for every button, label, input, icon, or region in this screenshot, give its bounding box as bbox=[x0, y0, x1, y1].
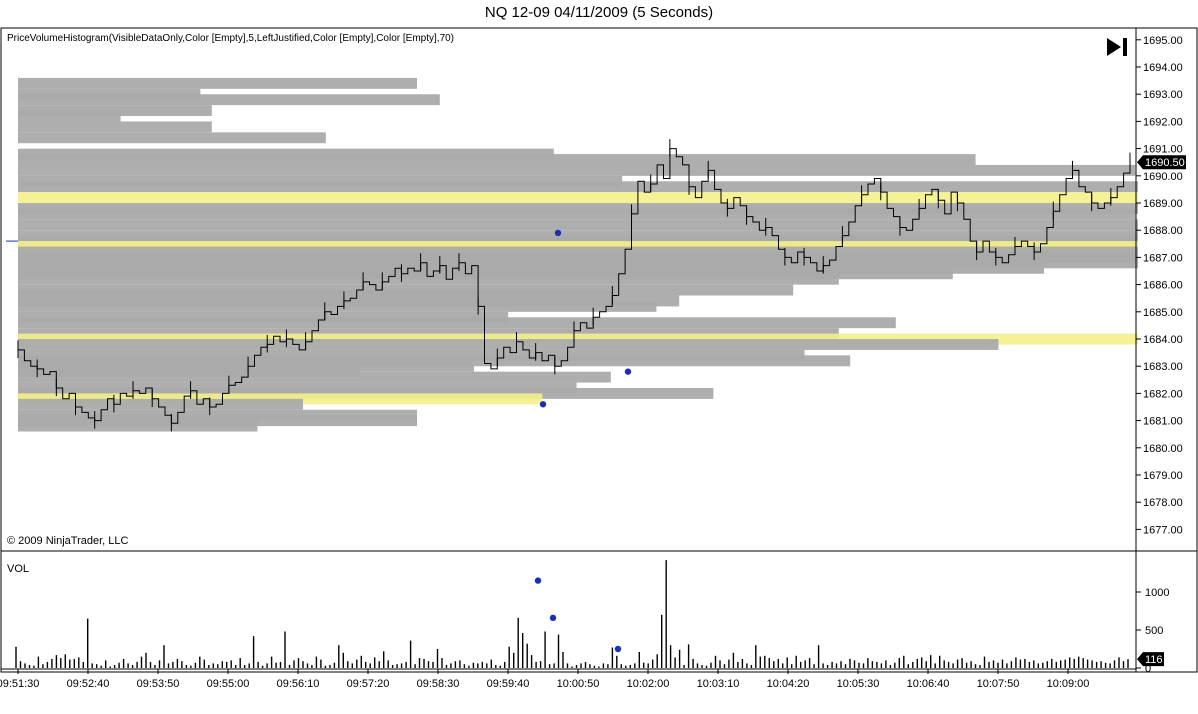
chart-frame bbox=[0, 27, 1198, 673]
price-tick-label: 1682.00 bbox=[1143, 388, 1183, 400]
volume-marker bbox=[534, 577, 542, 584]
time-tick-label: 09:56:10 bbox=[277, 678, 320, 690]
histogram-bar bbox=[18, 273, 839, 285]
time-tick-label: 09:59:40 bbox=[487, 678, 530, 690]
price-series bbox=[17, 139, 1131, 432]
time-tick-label: 10:03:10 bbox=[697, 678, 740, 690]
histogram-bar bbox=[18, 192, 1138, 204]
price-tick-label: 1689.00 bbox=[1143, 198, 1183, 210]
histogram-bar bbox=[18, 94, 440, 106]
histogram-bar bbox=[18, 219, 1138, 231]
time-tick-label: 10:04:20 bbox=[767, 678, 810, 690]
price-tick-label: 1687.00 bbox=[1143, 252, 1183, 264]
time-tick-label: 10:02:00 bbox=[627, 678, 670, 690]
histogram-bar bbox=[18, 132, 326, 144]
price-tick-label: 1691.00 bbox=[1143, 144, 1183, 156]
signal-marker bbox=[624, 368, 632, 375]
time-tick-label: 09:53:50 bbox=[137, 678, 180, 690]
last-price-tag bbox=[1137, 155, 1186, 170]
price-tick-label: 1693.00 bbox=[1143, 89, 1183, 101]
volume-tick-label: 500 bbox=[1145, 625, 1163, 637]
skip-to-end-icon bbox=[1107, 38, 1127, 56]
last-volume-tag bbox=[1137, 652, 1164, 667]
histogram-bar bbox=[18, 181, 1138, 193]
time-tick-label: 09:51:30 bbox=[0, 678, 39, 690]
price-tick-label: 1685.00 bbox=[1143, 307, 1183, 319]
histogram-bar bbox=[18, 121, 212, 133]
histogram-bar bbox=[18, 208, 1136, 220]
price-tick-label: 1683.00 bbox=[1143, 361, 1183, 373]
signal-marker bbox=[539, 401, 547, 408]
copyright-label: © 2009 NinjaTrader, LLC bbox=[7, 535, 129, 547]
time-tick-label: 10:07:50 bbox=[977, 678, 1020, 690]
price-tick-label: 1690.00 bbox=[1143, 171, 1183, 183]
time-tick-label: 09:57:20 bbox=[347, 678, 390, 690]
time-tick-label: 09:58:30 bbox=[417, 678, 460, 690]
time-tick-label: 10:00:50 bbox=[557, 678, 600, 690]
chart-border bbox=[0, 27, 1198, 673]
price-tick-label: 1688.00 bbox=[1143, 225, 1183, 237]
time-tick-label: 10:06:40 bbox=[907, 678, 950, 690]
price-tick-label: 1679.00 bbox=[1143, 470, 1183, 482]
last-price-label: 1690.50 bbox=[1145, 157, 1185, 169]
price-tick-label: 1694.00 bbox=[1143, 62, 1183, 74]
price-volume-histogram bbox=[6, 77, 1138, 432]
price-tick-label: 1692.00 bbox=[1143, 116, 1183, 128]
volume-tick-label: 1000 bbox=[1145, 587, 1169, 599]
time-tick-label: 10:05:30 bbox=[837, 678, 880, 690]
volume-marker bbox=[549, 614, 557, 622]
histogram-bar bbox=[18, 110, 121, 122]
histogram-bar bbox=[18, 317, 896, 329]
last-volume-label: 116 bbox=[1145, 654, 1163, 666]
indicator-label: PriceVolumeHistogram(VisibleDataOnly,Col… bbox=[7, 33, 455, 44]
time-tick-label: 09:55:00 bbox=[207, 678, 250, 690]
histogram-bar bbox=[18, 398, 303, 410]
volume-tick-label: 0 bbox=[1145, 663, 1151, 675]
price-tick-label: 1684.00 bbox=[1143, 334, 1183, 346]
histogram-bar bbox=[18, 154, 976, 165]
histogram-bar bbox=[18, 339, 999, 350]
axes: 1677.00 1678.00 1679.00 1680.00 1681.00 1682.… bbox=[0, 35, 1186, 690]
price-tick-label: 1678.00 bbox=[1143, 497, 1183, 509]
price-tick-label: 1686.00 bbox=[1143, 280, 1183, 292]
price-tick-label: 1681.00 bbox=[1143, 416, 1183, 428]
histogram-bar bbox=[18, 371, 611, 383]
price-tick-label: 1680.00 bbox=[1143, 443, 1183, 455]
volume-marker bbox=[614, 645, 622, 653]
volume-panel-label: VOL bbox=[7, 563, 30, 575]
histogram-bar bbox=[18, 77, 417, 89]
chart-title: NQ 12-09 04/11/2009 (5 Seconds) bbox=[484, 4, 714, 21]
time-tick-label: 09:52:40 bbox=[67, 678, 110, 690]
skip-to-end-button[interactable] bbox=[1104, 36, 1130, 58]
histogram-bar bbox=[18, 164, 1136, 176]
signal-marker bbox=[554, 229, 562, 237]
time-tick-label: 10:09:00 bbox=[1047, 678, 1090, 690]
volume-series bbox=[15, 560, 1129, 668]
histogram-bar bbox=[18, 420, 258, 432]
price-tick-label: 1677.00 bbox=[1143, 524, 1183, 536]
price-tick-label: 1695.00 bbox=[1143, 35, 1183, 47]
